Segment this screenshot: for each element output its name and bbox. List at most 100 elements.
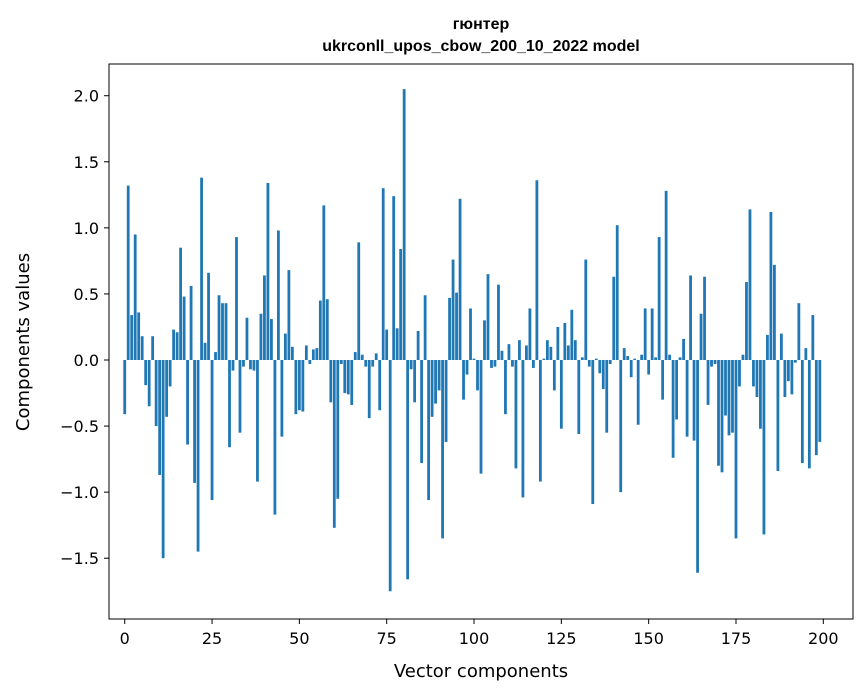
- bar-165: [699, 313, 703, 360]
- y-axis-ticks: 2.0 1.5 1.0 0.5 0.0 −0.5 −1.0 −1.5: [60, 87, 109, 568]
- bar-40: [263, 275, 266, 360]
- bar-41: [266, 182, 270, 360]
- y-tick-label: 2.0: [74, 87, 99, 106]
- bar-75: [385, 329, 389, 360]
- y-tick-label: 0.5: [74, 285, 99, 304]
- bar-80: [402, 89, 406, 361]
- bar-141: [615, 225, 619, 360]
- bar-37: [252, 360, 256, 371]
- bar-189: [783, 360, 787, 397]
- bar-98: [465, 360, 469, 375]
- bar-160: [682, 338, 685, 360]
- bar-167: [706, 360, 710, 405]
- bar-43: [273, 360, 277, 515]
- bar-185: [769, 212, 773, 360]
- bar-46: [284, 333, 287, 360]
- bar-110: [507, 344, 511, 360]
- bar-198: [814, 360, 818, 456]
- bar-3: [133, 234, 137, 360]
- bar-166: [703, 276, 706, 360]
- bar-137: [601, 360, 605, 390]
- bar-123: [552, 360, 556, 391]
- bar-96: [458, 198, 462, 360]
- bar-124: [556, 326, 560, 360]
- bar-5: [140, 336, 144, 360]
- bar-16: [179, 247, 182, 360]
- bar-36: [249, 360, 252, 370]
- x-tick-label: 100: [459, 629, 490, 648]
- bar-50: [297, 360, 301, 411]
- bar-67: [357, 242, 361, 360]
- bar-173: [727, 360, 731, 436]
- bar-74: [381, 188, 385, 360]
- bar-94: [451, 259, 455, 360]
- bar-136: [598, 360, 602, 374]
- bar-17: [182, 296, 186, 360]
- bar-122: [549, 346, 553, 360]
- bar-99: [469, 308, 472, 360]
- bar-69: [364, 360, 368, 367]
- bar-6: [144, 360, 148, 386]
- bar-15: [175, 332, 179, 360]
- bar-195: [804, 348, 808, 360]
- bar-7: [147, 360, 151, 407]
- x-tick-label: 50: [289, 629, 309, 648]
- bar-series: [123, 89, 822, 592]
- y-tick-label: 0.0: [74, 351, 99, 370]
- bar-175: [734, 360, 738, 539]
- bar-174: [731, 360, 734, 433]
- bar-19: [189, 286, 193, 360]
- bar-97: [462, 360, 465, 400]
- bar-135: [594, 358, 598, 360]
- bar-183: [762, 360, 766, 535]
- bar-109: [504, 360, 507, 415]
- bar-130: [577, 360, 581, 434]
- bar-93: [448, 297, 451, 360]
- bar-83: [413, 360, 417, 403]
- bar-26: [214, 352, 217, 360]
- bar-2: [130, 315, 134, 360]
- bar-176: [738, 360, 741, 387]
- bar-170: [717, 360, 720, 466]
- bar-187: [776, 360, 780, 471]
- bar-104: [486, 274, 490, 360]
- chart-subtitle: ukrconll_upos_cbow_200_10_2022 model: [322, 38, 639, 55]
- bar-138: [605, 360, 609, 433]
- bar-142: [619, 360, 623, 493]
- bar-66: [353, 352, 357, 360]
- y-tick-label: 1.0: [74, 219, 99, 238]
- bar-179: [748, 209, 752, 360]
- bar-1: [126, 185, 130, 360]
- bar-129: [573, 340, 577, 360]
- x-axis-label: Vector components: [394, 661, 568, 682]
- y-tick-label: −0.5: [60, 417, 99, 436]
- bar-197: [811, 315, 815, 360]
- bar-117: [532, 360, 535, 368]
- bar-190: [786, 360, 790, 382]
- bar-143: [622, 348, 626, 360]
- bar-62: [339, 360, 343, 364]
- bar-162: [689, 275, 692, 360]
- bar-107: [497, 284, 500, 360]
- bar-92: [444, 360, 448, 442]
- bar-23: [203, 342, 207, 360]
- bar-127: [566, 345, 570, 360]
- bar-168: [710, 360, 713, 367]
- x-axis-ticks: 0 25 50 75 100 125 150 175 200: [120, 619, 839, 648]
- bar-58: [325, 299, 329, 360]
- bar-71: [371, 360, 375, 367]
- bar-177: [741, 354, 745, 360]
- bar-191: [790, 360, 794, 395]
- bar-9: [154, 360, 158, 427]
- bar-194: [800, 360, 804, 464]
- bar-149: [643, 308, 647, 360]
- bar-188: [780, 333, 783, 360]
- bar-51: [301, 360, 305, 412]
- bar-64: [346, 360, 350, 395]
- bar-169: [713, 360, 717, 364]
- y-tick-label: −1.0: [60, 483, 99, 502]
- bar-140: [612, 276, 616, 360]
- bar-154: [661, 360, 665, 400]
- bar-77: [392, 196, 396, 360]
- x-tick-label: 125: [546, 629, 577, 648]
